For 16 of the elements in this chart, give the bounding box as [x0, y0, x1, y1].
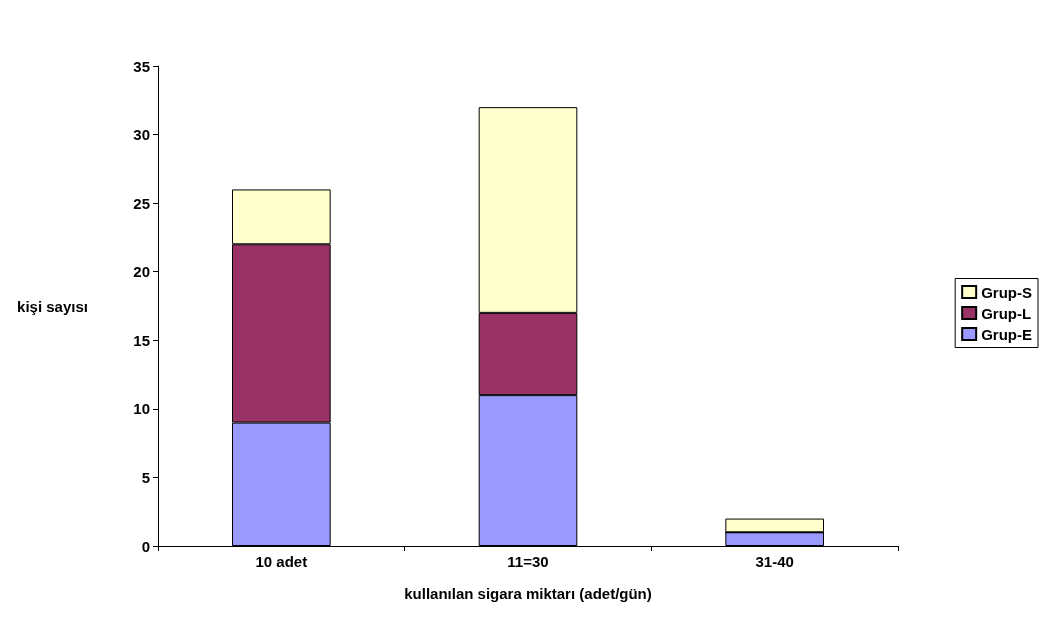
x-tick-label: 31-40: [755, 553, 794, 570]
legend-label: Grup-L: [981, 304, 1032, 322]
x-tick-label: 10 adet: [255, 553, 308, 570]
x-axis-title: kullanılan sigara miktarı (adet/gün): [404, 585, 652, 602]
y-tick-label: 20: [133, 263, 150, 281]
y-tick-label: 35: [133, 57, 150, 75]
y-tick-label: 15: [133, 331, 150, 349]
y-tick-label: 0: [141, 537, 150, 555]
legend-label: Grup-S: [981, 283, 1033, 301]
legend-label: Grup-E: [981, 325, 1033, 343]
y-axis-title: kişi sayısı: [17, 297, 88, 315]
y-tick-label: 25: [133, 194, 150, 212]
x-tick-label: 11=30: [507, 553, 549, 570]
y-tick-label: 5: [141, 468, 150, 486]
y-tick-label: 10: [133, 400, 150, 418]
y-tick-label: 30: [133, 126, 150, 144]
